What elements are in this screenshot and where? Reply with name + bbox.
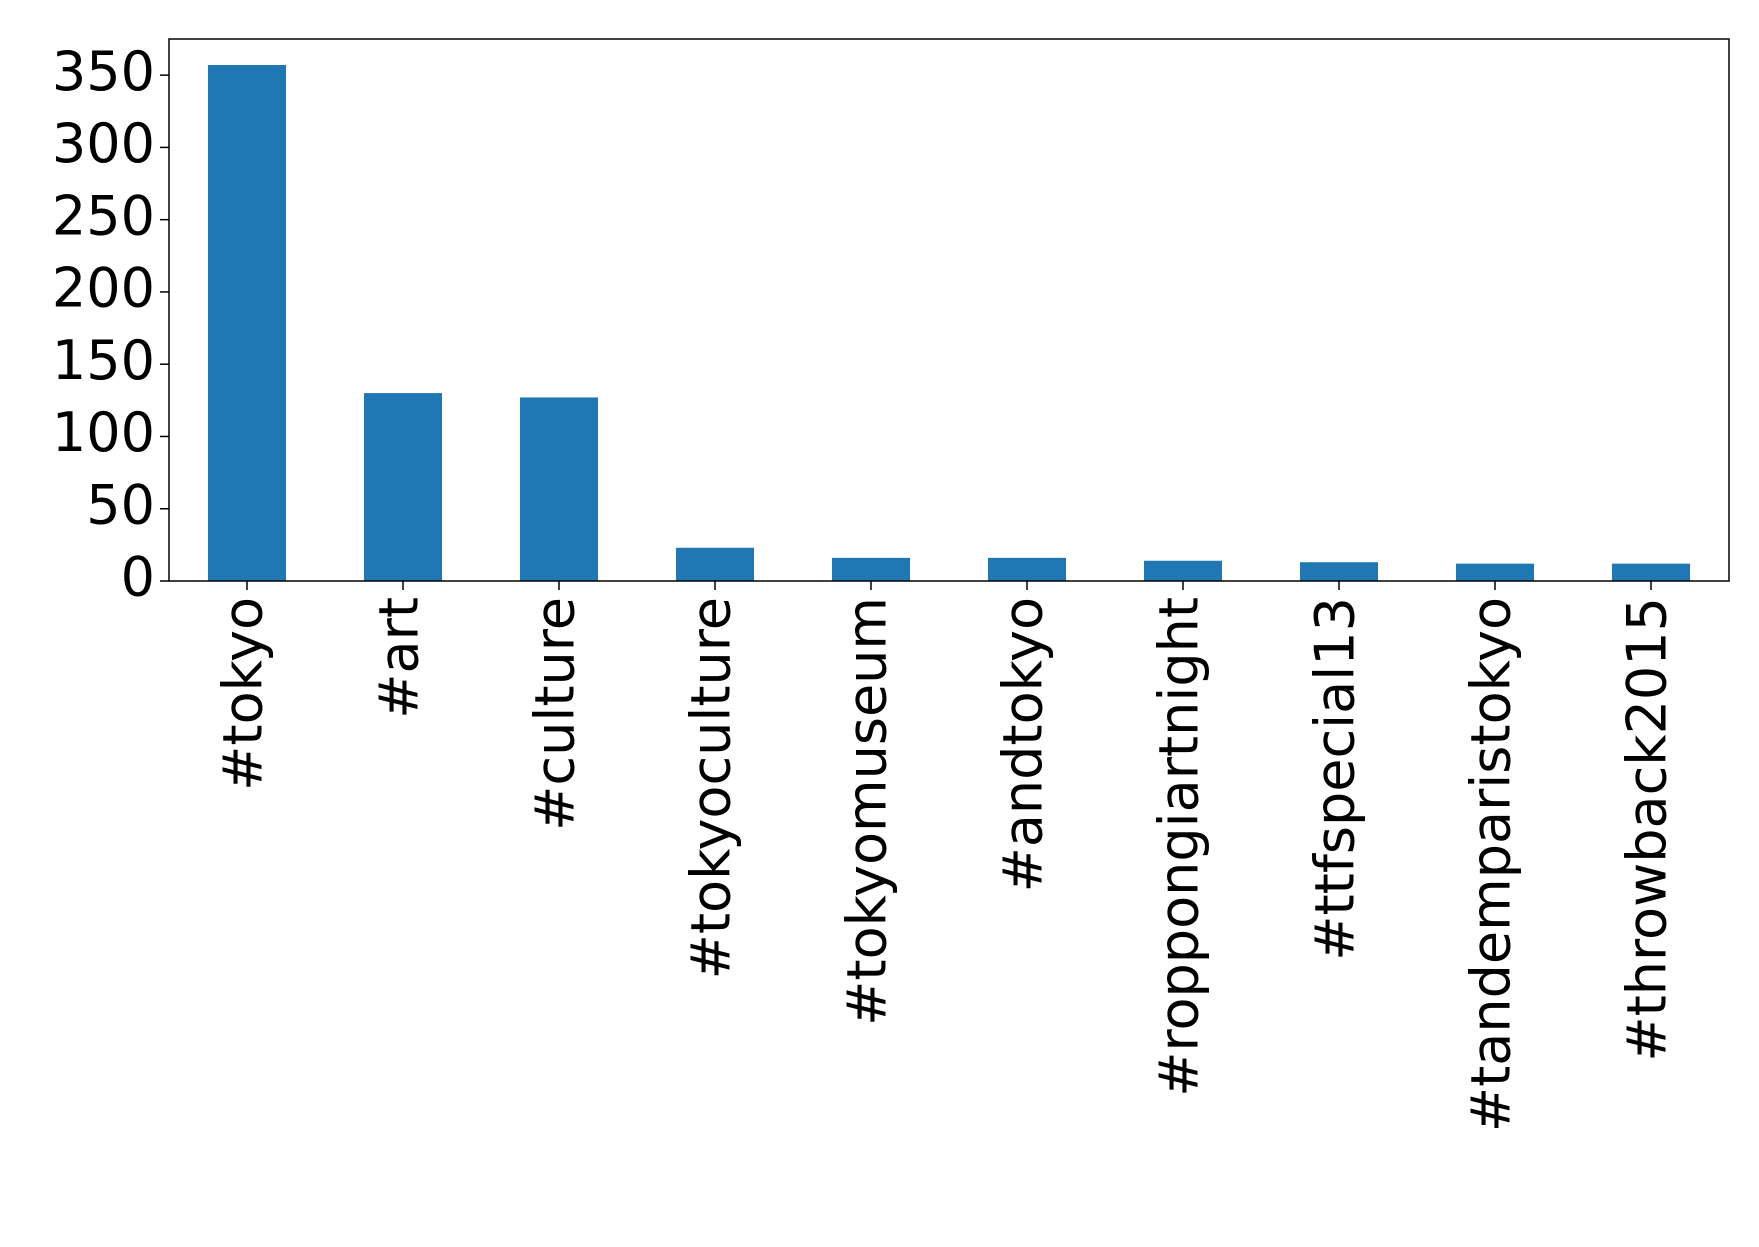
bar: [208, 65, 286, 582]
bar: [520, 397, 598, 581]
bar: [1456, 563, 1534, 581]
bar: [832, 557, 910, 581]
y-tick-label: 50: [86, 473, 155, 536]
y-tick-label: 300: [52, 112, 155, 175]
x-tick-label: #throwback2015: [1616, 597, 1679, 1062]
y-tick-label: 250: [52, 184, 155, 247]
plot-frame: [168, 38, 1730, 582]
bar: [364, 393, 442, 581]
x-tick-label: #culture: [524, 597, 587, 831]
x-tick-label: #ttfspecial13: [1304, 597, 1367, 961]
y-tick-label: 0: [121, 546, 155, 609]
x-tick-label: #art: [368, 597, 431, 719]
y-tick-label: 200: [52, 257, 155, 320]
bar: [1612, 563, 1690, 581]
x-tick-label: #tandemparistokyo: [1460, 597, 1523, 1132]
x-tick-label: #roppongiartnight: [1148, 597, 1211, 1097]
bar: [1144, 560, 1222, 581]
y-tick-label: 350: [52, 40, 155, 103]
x-tick-label: #tokyoculture: [680, 597, 743, 979]
x-tick-label: #andtokyo: [992, 597, 1055, 892]
y-tick-label: 150: [52, 329, 155, 392]
x-tick-label: #tokyo: [212, 597, 275, 791]
bar: [988, 557, 1066, 581]
x-tick-label: #tokyomuseum: [836, 597, 899, 1026]
bar: [1300, 562, 1378, 581]
bar: [676, 547, 754, 581]
y-tick-label: 100: [52, 401, 155, 464]
